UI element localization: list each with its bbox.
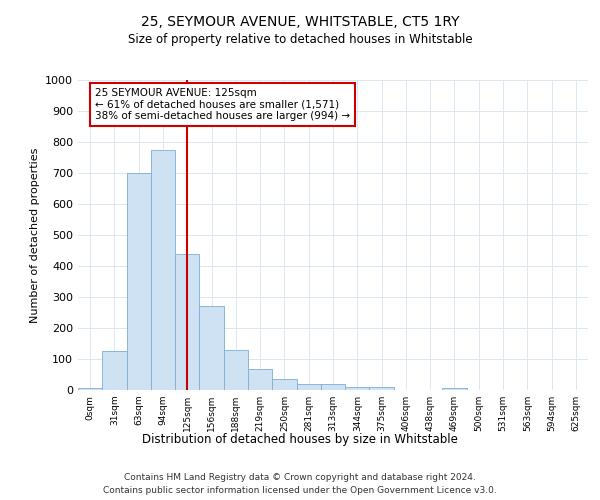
Bar: [199, 306, 224, 390]
Bar: [78, 388, 102, 390]
Text: 25 SEYMOUR AVENUE: 125sqm
← 61% of detached houses are smaller (1,571)
38% of se: 25 SEYMOUR AVENUE: 125sqm ← 61% of detac…: [95, 88, 350, 121]
Bar: [175, 254, 199, 390]
Bar: [151, 150, 175, 390]
Bar: [127, 173, 151, 390]
Y-axis label: Number of detached properties: Number of detached properties: [29, 148, 40, 322]
Text: 25, SEYMOUR AVENUE, WHITSTABLE, CT5 1RY: 25, SEYMOUR AVENUE, WHITSTABLE, CT5 1RY: [141, 15, 459, 29]
Text: Distribution of detached houses by size in Whitstable: Distribution of detached houses by size …: [142, 432, 458, 446]
Bar: [296, 384, 321, 390]
Text: Size of property relative to detached houses in Whitstable: Size of property relative to detached ho…: [128, 32, 472, 46]
Bar: [442, 388, 467, 390]
Text: Contains public sector information licensed under the Open Government Licence v3: Contains public sector information licen…: [103, 486, 497, 495]
Bar: [224, 350, 248, 390]
Bar: [272, 378, 296, 390]
Bar: [102, 351, 127, 390]
Text: Contains HM Land Registry data © Crown copyright and database right 2024.: Contains HM Land Registry data © Crown c…: [124, 472, 476, 482]
Bar: [345, 387, 370, 390]
Bar: [248, 369, 272, 390]
Bar: [370, 387, 394, 390]
Bar: [321, 384, 345, 390]
